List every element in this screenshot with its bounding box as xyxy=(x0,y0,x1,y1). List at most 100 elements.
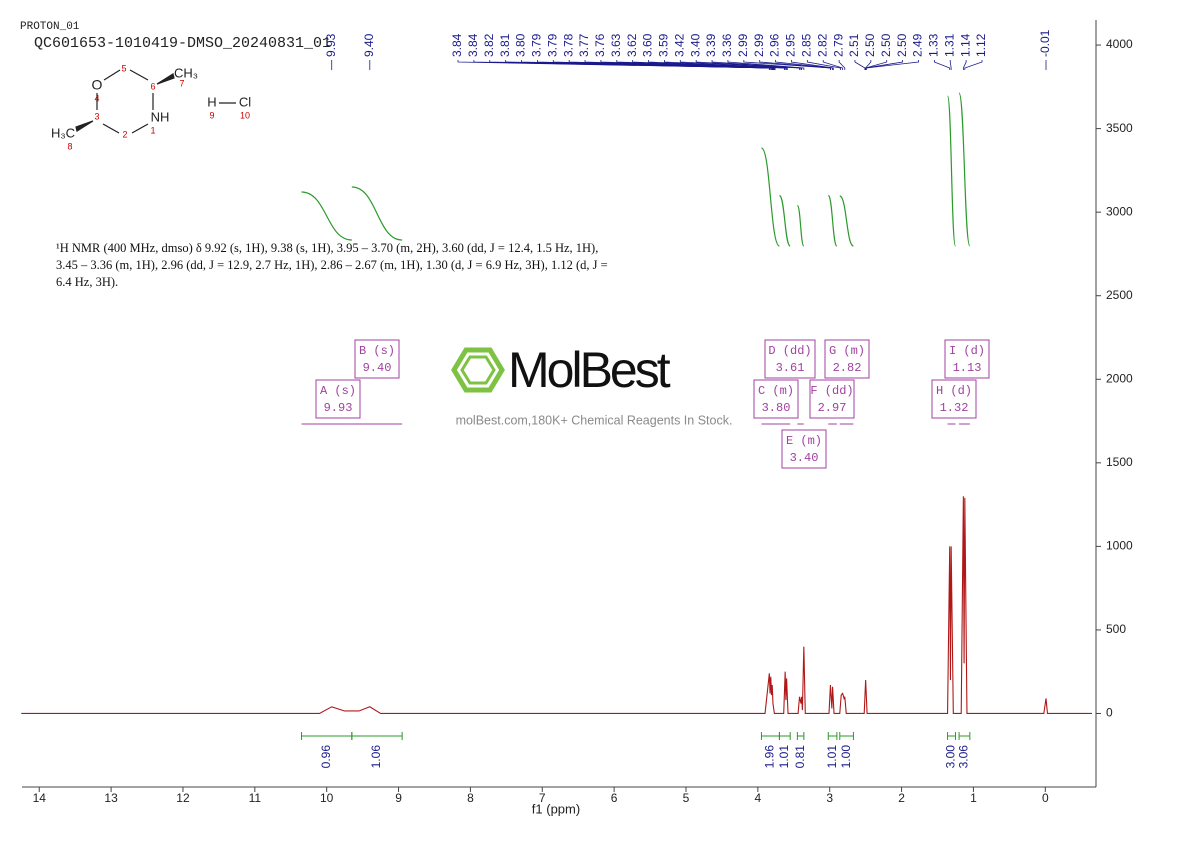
peak-label: 3.60 xyxy=(641,33,655,57)
x-tick-label: 3 xyxy=(826,791,833,805)
integral-label: 0.81 xyxy=(793,745,807,769)
peak-label: 3.62 xyxy=(625,33,639,57)
multiplet-box xyxy=(944,339,990,379)
atom-label: CH₃ xyxy=(174,65,198,80)
peak-label: 2.50 xyxy=(879,33,893,57)
peak-label: 2.50 xyxy=(895,33,909,57)
bond xyxy=(129,69,149,81)
peak-label: -0.01 xyxy=(1038,29,1052,57)
peak-label: 3.42 xyxy=(672,33,686,57)
integral-curve xyxy=(796,204,805,247)
atom-label: Cl xyxy=(239,94,251,109)
molecule xyxy=(75,69,236,134)
experiment: PROTON_01 xyxy=(20,21,80,33)
integral-label: 1.01 xyxy=(825,745,839,769)
x-tick-label: 14 xyxy=(33,791,47,805)
peak-pointer xyxy=(822,60,844,70)
peak-pointer xyxy=(727,60,805,70)
peak-label: 2.50 xyxy=(863,33,877,57)
peak-pointer xyxy=(679,60,800,70)
multiplet-name: D (dd) xyxy=(768,344,811,358)
peak-pointer xyxy=(711,60,803,70)
peak-pointer xyxy=(695,60,802,70)
x-tick-label: 7 xyxy=(539,791,546,805)
peak-pointer xyxy=(865,60,919,70)
peak-label: 2.79 xyxy=(831,33,845,57)
wedge xyxy=(156,73,175,85)
bond xyxy=(102,123,120,134)
peak-pointer xyxy=(865,60,904,70)
x-axis-label: f1 (ppm) xyxy=(532,801,580,816)
y-tick-label: 1500 xyxy=(1106,455,1133,469)
sample-id: QC601653-1010419-DMSO_20240831_01 xyxy=(34,35,331,52)
integral-curve xyxy=(946,95,957,247)
peak-pointer xyxy=(775,60,833,70)
multiplet-shift: 2.82 xyxy=(833,361,862,375)
atom-label: NH xyxy=(151,109,170,124)
multiplet-name: H (d) xyxy=(936,384,972,398)
multiplet-box xyxy=(764,339,816,379)
atom-label: 4 xyxy=(94,93,99,103)
peak-label: 3.78 xyxy=(561,33,575,57)
multiplet-shift: 9.93 xyxy=(324,401,353,415)
watermark-logo xyxy=(451,347,505,393)
peak-label: 3.84 xyxy=(450,33,464,57)
multiplet-box xyxy=(753,379,799,419)
peak-label: 3.36 xyxy=(720,33,734,57)
x-tick-label: 9 xyxy=(395,791,402,805)
integral-curve xyxy=(827,194,838,247)
atom-label: H₃C xyxy=(51,125,75,140)
bond xyxy=(131,123,149,134)
peak-label: 3.63 xyxy=(609,33,623,57)
y-tick-label: 0 xyxy=(1106,706,1113,720)
integral-curve xyxy=(958,92,971,247)
wedge xyxy=(75,120,94,132)
peak-label: 3.80 xyxy=(514,33,528,57)
multiplet-name: I (d) xyxy=(949,344,985,358)
peak-pointer xyxy=(759,60,831,70)
peak-pointer xyxy=(806,60,841,70)
peak-label: 1.33 xyxy=(927,33,941,57)
peak-label: 3.40 xyxy=(688,33,702,57)
peak-label: 3.59 xyxy=(657,33,671,57)
peak-label: 2.85 xyxy=(800,33,814,57)
multiplet-name: A (s) xyxy=(320,384,356,398)
spectrum-line xyxy=(21,496,1092,715)
atom-label: 10 xyxy=(240,110,250,120)
integral-label: 1.01 xyxy=(777,745,791,769)
peak-pointer xyxy=(664,60,788,70)
y-tick-label: 2000 xyxy=(1106,371,1133,385)
integral-label: 0.96 xyxy=(319,745,333,769)
peak-label: 2.99 xyxy=(736,33,750,57)
multiplet-box xyxy=(315,379,361,419)
multiplet-box xyxy=(354,339,400,379)
atom-label: 7 xyxy=(179,78,184,88)
integral-label: 1.00 xyxy=(839,745,853,769)
peak-label: 1.14 xyxy=(958,33,972,57)
x-tick-label: 6 xyxy=(611,791,618,805)
atom-label: 6 xyxy=(150,81,155,91)
atom-label: 9 xyxy=(209,110,214,120)
x-tick-label: 4 xyxy=(755,791,762,805)
x-tick-label: 12 xyxy=(176,791,190,805)
peak-label: 2.95 xyxy=(784,33,798,57)
integral-curve xyxy=(778,194,791,247)
watermark-tagline: molBest.com,180K+ Chemical Reagents In S… xyxy=(456,413,733,427)
integral-label: 1.06 xyxy=(369,745,383,769)
multiplet-name: E (m) xyxy=(786,434,822,448)
atom-label: 1 xyxy=(150,125,155,135)
bond xyxy=(103,69,121,81)
peak-label: 9.40 xyxy=(362,33,376,57)
atom-label: 3 xyxy=(94,111,99,121)
multiplet-shift: 3.40 xyxy=(790,451,819,465)
atom-label: 2 xyxy=(122,129,127,139)
multiplet-name: B (s) xyxy=(359,344,395,358)
x-tick-label: 2 xyxy=(898,791,905,805)
multiplet-name: G (m) xyxy=(829,344,865,358)
peak-label: 2.51 xyxy=(847,33,861,57)
atom-label: O xyxy=(92,77,103,93)
integral-curve xyxy=(351,186,403,241)
nmr-description: ¹H NMR (400 MHz, dmso) δ 9.92 (s, 1H), 9… xyxy=(56,241,608,289)
